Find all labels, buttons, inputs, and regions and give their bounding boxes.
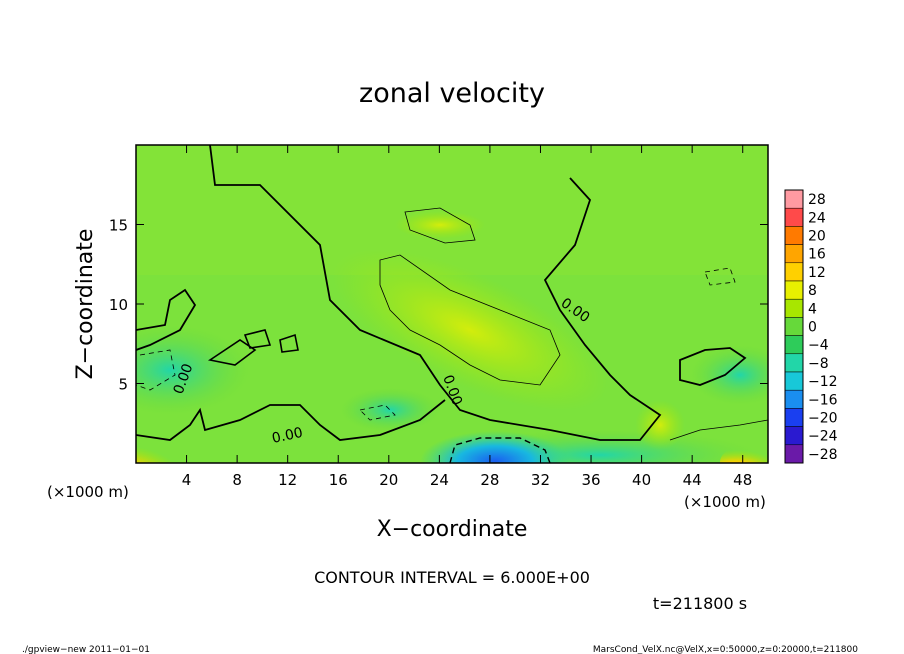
x-tick-label: 48 xyxy=(733,471,752,489)
colorbar-segment xyxy=(784,244,804,264)
x-axis-label: X−coordinate xyxy=(377,517,528,542)
x-tick-label: 44 xyxy=(683,471,702,489)
colorbar-label: 20 xyxy=(808,229,826,245)
colorbar-label: −28 xyxy=(808,447,838,463)
heatmap-field xyxy=(136,145,768,463)
colorbar-segment xyxy=(784,189,804,209)
time-text: t=211800 s xyxy=(653,594,747,613)
colorbar-label: 4 xyxy=(808,301,817,317)
x-tick-label: 4 xyxy=(182,471,192,489)
x-tick-label: 40 xyxy=(632,471,651,489)
colorbar-segment xyxy=(784,371,804,391)
x-tick-label: 32 xyxy=(531,471,550,489)
y-axis-label: Z−coordinate xyxy=(73,229,98,380)
x-axis-ticks: 4 8 12 16 20 24 28 32 36 40 44 48 xyxy=(182,145,752,489)
contour-lines xyxy=(136,145,768,463)
x-tick-label: 20 xyxy=(379,471,398,489)
colorbar-segment xyxy=(784,353,804,373)
x-unit-label-left: (×1000 m) xyxy=(47,483,129,501)
colorbar-segment xyxy=(784,317,804,336)
colorbar-segment xyxy=(784,262,804,282)
y-tick-label: 5 xyxy=(118,376,128,394)
colorbar-label: 24 xyxy=(808,210,826,226)
colorbar: 28 24 20 16 12 8 4 0 −4 −8 −12 −16 −20 −24 −28 xyxy=(784,189,838,464)
colorbar-label: 12 xyxy=(808,265,826,281)
y-tick-label: 10 xyxy=(109,296,128,314)
colorbar-segment xyxy=(784,444,804,464)
chart-title: zonal velocity xyxy=(359,78,545,109)
x-tick-label: 24 xyxy=(430,471,449,489)
colorbar-frame xyxy=(784,189,804,464)
colorbar-label: −8 xyxy=(808,356,829,372)
x-tick-label: 28 xyxy=(480,471,499,489)
contour-label: 0.00 xyxy=(271,425,305,447)
y-axis-ticks: 5 10 15 xyxy=(109,217,768,394)
colorbar-label: 8 xyxy=(808,283,817,299)
x-tick-label: 8 xyxy=(232,471,242,489)
colorbar-segment xyxy=(784,226,804,245)
colorbar-label: 28 xyxy=(808,192,826,208)
x-unit-label-right: (×1000 m) xyxy=(684,493,766,511)
colorbar-segment xyxy=(784,389,804,409)
colorbar-segment xyxy=(784,207,804,227)
x-tick-label: 12 xyxy=(278,471,297,489)
contour-interval-text: CONTOUR INTERVAL = 6.000E+00 xyxy=(314,568,590,587)
x-tick-label: 16 xyxy=(329,471,348,489)
colorbar-label: −4 xyxy=(808,338,829,354)
x-tick-label: 36 xyxy=(581,471,600,489)
colorbar-segment xyxy=(784,408,804,427)
y-tick-label: 15 xyxy=(109,217,128,235)
colorbar-label: 0 xyxy=(808,320,817,336)
colorbar-label: 16 xyxy=(808,247,826,263)
colorbar-label: −12 xyxy=(808,374,838,390)
colorbar-label: −16 xyxy=(808,392,838,408)
colorbar-segment xyxy=(784,280,804,300)
colorbar-label: −20 xyxy=(808,411,838,427)
colorbar-label: −24 xyxy=(808,429,838,445)
colorbar-segment xyxy=(784,298,804,318)
colorbar-segment xyxy=(784,335,804,355)
footer-left: ./gpview−new 2011−01−01 xyxy=(22,645,150,654)
footer-right: MarsCond_VelX.nc@VelX,x=0:50000,z=0:2000… xyxy=(593,645,858,654)
colorbar-segment xyxy=(784,426,804,446)
